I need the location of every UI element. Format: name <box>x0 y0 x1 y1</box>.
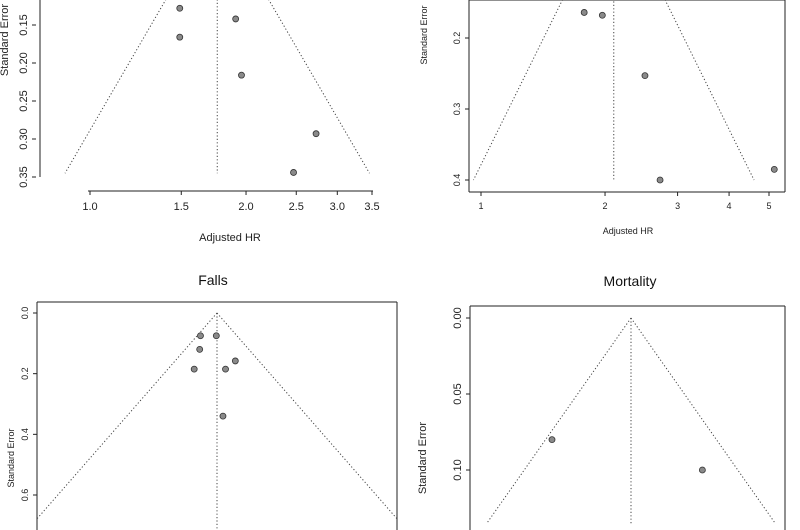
y-tick-label: 0.2 <box>452 32 462 45</box>
y-axis-label: Standard Error <box>0 4 11 76</box>
study-point <box>238 71 245 79</box>
y-tick-label: 0.2 <box>20 367 30 380</box>
study-point <box>222 365 229 373</box>
funnel-right-boundary <box>268 0 370 174</box>
study-point <box>580 9 588 16</box>
x-tick-label: 5 <box>766 201 771 211</box>
x-tick-label: 2.0 <box>238 201 253 213</box>
study-point <box>312 130 320 138</box>
x-tick-label: 1.0 <box>82 201 97 213</box>
chart-title: Mortality <box>604 273 657 289</box>
study-point <box>698 466 706 474</box>
study-point <box>197 332 204 340</box>
funnel-plot-top-left: Standard Error Adjusted HR 0.15 0.20 0.25 0… <box>0 0 380 244</box>
funnel-plot-top-right: Standard Error Adjusted HR 0.2 0.3 0.4 1 2 3 4… <box>419 0 786 236</box>
y-tick-label: 0.6 <box>20 489 30 502</box>
y-tick-label: 0.10 <box>452 459 464 480</box>
x-tick-label: 3.5 <box>364 201 379 213</box>
y-tick-label: 0.35 <box>18 166 30 187</box>
y-tick-label: 0.4 <box>20 428 30 441</box>
chart-title: Falls <box>198 272 228 288</box>
study-point <box>176 33 184 41</box>
x-tick-label: 1.5 <box>174 201 189 213</box>
study-point <box>232 15 240 23</box>
funnel-left-boundary <box>473 0 563 181</box>
study-point <box>770 165 778 173</box>
study-point <box>231 357 239 365</box>
y-axis-label: Standard Error <box>419 5 429 64</box>
y-axis-label: Standard Error <box>417 422 429 494</box>
funnel-left-boundary <box>37 312 218 520</box>
funnel-left-boundary <box>64 0 167 174</box>
study-point <box>219 412 227 420</box>
x-tick-label: 2.5 <box>289 201 304 213</box>
study-point <box>212 332 220 340</box>
funnel-right-boundary <box>630 317 776 524</box>
y-tick-label: 0.0 <box>20 307 30 320</box>
study-point <box>548 436 556 444</box>
y-tick-label: 0.4 <box>452 174 462 187</box>
y-tick-label: 0.30 <box>18 128 30 149</box>
y-tick-label: 0.15 <box>18 14 30 35</box>
y-tick-label: 0.05 <box>452 383 464 404</box>
x-tick-label: 1 <box>478 201 483 211</box>
x-axis-label: Adjusted HR <box>199 232 261 244</box>
y-tick-label: 0.20 <box>18 52 30 73</box>
study-point <box>290 169 297 176</box>
funnel-right-boundary <box>216 312 397 520</box>
funnel-plot-falls: Falls Standard Error 0.0 0.2 0.4 0.6 <box>6 272 398 530</box>
study-point <box>641 72 649 80</box>
funnel-left-boundary <box>486 317 632 524</box>
funnel-right-boundary <box>664 0 755 181</box>
y-tick-label: 0.00 <box>452 307 464 328</box>
x-tick-label: 4 <box>727 201 732 211</box>
study-point <box>196 345 204 353</box>
y-axis-label: Standard Error <box>6 428 16 487</box>
study-point <box>176 4 184 12</box>
x-axis-label: Adjusted HR <box>603 226 654 236</box>
y-tick-label: 0.25 <box>18 90 30 111</box>
x-tick-label: 2 <box>603 201 608 211</box>
study-point <box>598 11 606 19</box>
x-tick-label: 3 <box>675 201 680 211</box>
study-point <box>190 365 198 373</box>
x-tick-label: 3.0 <box>330 201 345 213</box>
funnel-plot-mortality: Mortality Standard Error 0.00 0.05 0.10 <box>417 273 786 530</box>
study-point <box>656 176 664 184</box>
y-tick-label: 0.3 <box>452 103 462 116</box>
